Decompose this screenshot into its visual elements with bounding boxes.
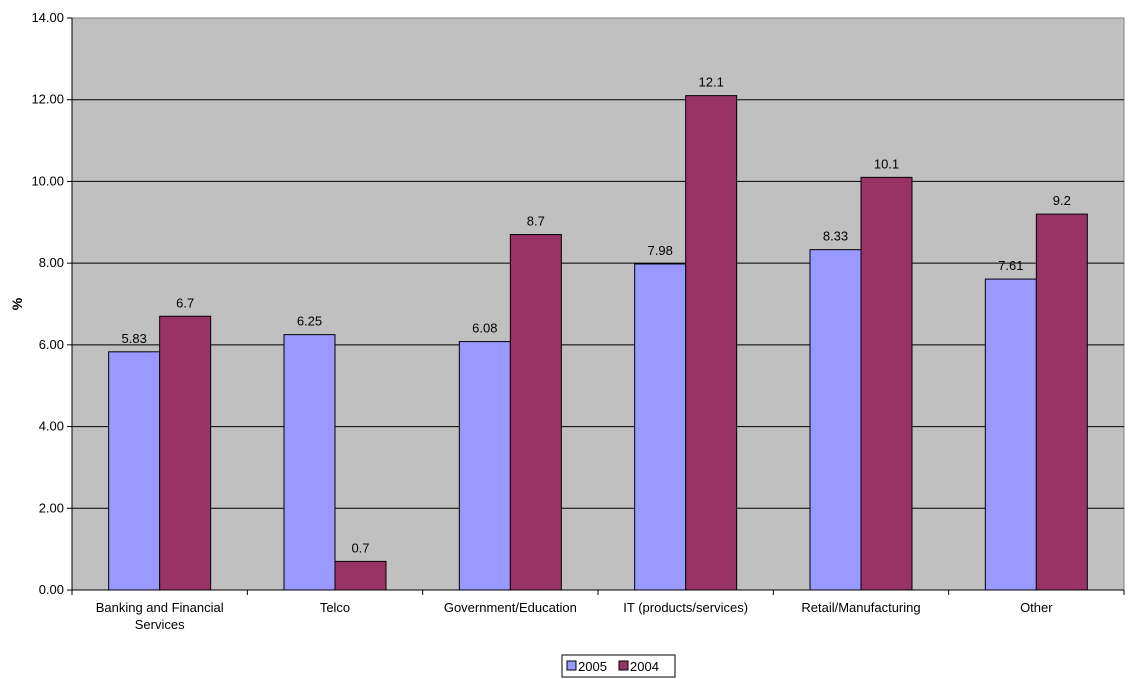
data-label-2004: 9.2 xyxy=(1053,193,1071,208)
data-label-2005: 6.08 xyxy=(472,321,497,336)
y-tick-label: 4.00 xyxy=(39,419,64,434)
data-label-2005: 5.83 xyxy=(122,331,147,346)
bar-2005-1 xyxy=(283,334,336,591)
y-axis-title: % xyxy=(9,297,25,310)
y-tick-label: 2.00 xyxy=(39,500,64,515)
bar-2004-1 xyxy=(334,560,387,591)
data-label-2005: 8.33 xyxy=(823,229,848,244)
gridlines xyxy=(72,99,1124,509)
legend: 2005 2004 xyxy=(561,654,676,678)
bar-2004-2 xyxy=(509,234,562,591)
y-tick-label: 6.00 xyxy=(39,337,64,352)
y-tick-label: 12.00 xyxy=(31,92,64,107)
data-label-2005: 6.25 xyxy=(297,314,322,329)
y-tick-label: 10.00 xyxy=(31,173,64,188)
x-category-label: Other xyxy=(1020,600,1053,615)
x-category-label: Banking and Financial xyxy=(96,600,224,615)
bar-2004-0 xyxy=(159,315,212,591)
bar-2004-5 xyxy=(1035,213,1088,591)
bar-2005-0 xyxy=(108,351,161,591)
x-category-label: Services xyxy=(135,617,185,632)
data-label-2005: 7.61 xyxy=(998,258,1023,273)
y-tick-label: 14.00 xyxy=(31,10,64,25)
data-label-2004: 12.1 xyxy=(699,75,724,90)
legend-label-2004: 2004 xyxy=(630,659,659,674)
data-label-2005: 7.98 xyxy=(648,243,673,258)
y-tick-label: 0.00 xyxy=(39,582,64,597)
data-labels: 5.83 6.7 6.25 0.7 6.08 8.7 7.98 12.1 8.33 10.1 7.6… xyxy=(122,75,1071,556)
plot-area xyxy=(71,17,1125,591)
data-label-2004: 10.1 xyxy=(874,156,899,171)
x-category-label: Government/Education xyxy=(444,600,577,615)
data-label-2004: 0.7 xyxy=(351,540,369,555)
x-axis: Banking and Financial Services Telco Govern… xyxy=(71,589,1125,632)
bar-2005-3 xyxy=(634,263,687,591)
x-category-label: IT (products/services) xyxy=(623,600,748,615)
legend-swatch-2005 xyxy=(566,660,577,671)
y-tick-label: 8.00 xyxy=(39,255,64,270)
legend-swatch-2004 xyxy=(618,660,629,671)
x-category-label: Retail/Manufacturing xyxy=(801,600,920,615)
bar-2005-2 xyxy=(458,341,511,591)
data-label-2004: 8.7 xyxy=(527,214,545,229)
bar-2005-4 xyxy=(809,249,862,591)
legend-label-2005: 2005 xyxy=(578,659,607,674)
y-axis: 0.00 2.00 4.00 6.00 8.00 10.00 12.00 14.00 xyxy=(31,10,73,597)
bar-2005-5 xyxy=(984,278,1037,591)
bars xyxy=(108,95,1088,591)
bar-2004-3 xyxy=(685,95,738,591)
x-category-label: Telco xyxy=(320,600,350,615)
bar-2004-4 xyxy=(860,176,913,591)
data-label-2004: 6.7 xyxy=(176,295,194,310)
